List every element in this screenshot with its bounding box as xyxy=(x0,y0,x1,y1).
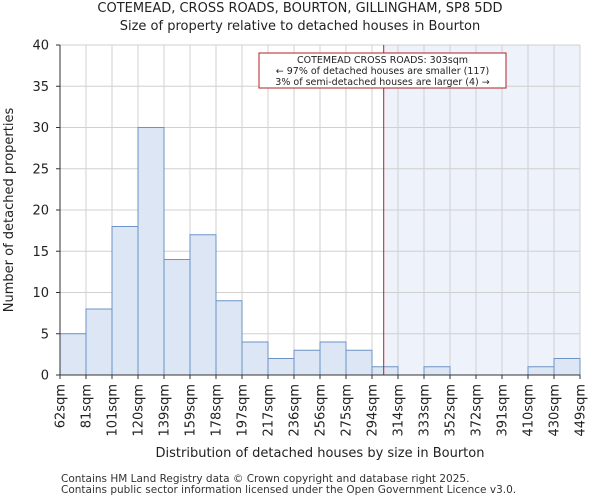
x-tick-label: 178sqm xyxy=(210,384,225,437)
chart-title: COTEMEAD, CROSS ROADS, BOURTON, GILLINGH… xyxy=(97,1,503,16)
y-tick-label: 0 xyxy=(41,369,49,384)
histogram-bar xyxy=(345,349,373,376)
y-tick-label: 30 xyxy=(32,121,49,136)
x-tick-label: 430sqm xyxy=(548,384,563,437)
x-tick-label: 449sqm xyxy=(574,384,589,437)
x-tick-label: 410sqm xyxy=(522,384,537,437)
histogram-bar xyxy=(137,127,165,376)
x-tick-label: 275sqm xyxy=(340,384,355,437)
histogram-bar xyxy=(163,259,191,376)
histogram-bar xyxy=(85,308,113,376)
histogram-bar xyxy=(527,366,555,376)
x-tick-label: 314sqm xyxy=(392,384,407,437)
annotation-line: 3% of semi-detached houses are larger (4… xyxy=(275,77,489,88)
y-tick-label: 35 xyxy=(32,80,49,95)
annotation-line: ← 97% of detached houses are smaller (11… xyxy=(276,66,489,77)
histogram-bar xyxy=(371,366,399,376)
histogram-bar xyxy=(59,333,87,376)
x-tick-label: 256sqm xyxy=(314,384,329,437)
histogram-bar xyxy=(215,300,243,376)
annotation-box xyxy=(258,52,507,89)
x-tick-label: 159sqm xyxy=(184,384,199,437)
histogram-bar xyxy=(319,341,347,376)
y-tick-label: 40 xyxy=(32,39,49,54)
y-tick-label: 25 xyxy=(32,162,49,177)
x-axis-title: Distribution of detached houses by size … xyxy=(156,446,485,461)
y-tick-label: 20 xyxy=(32,204,49,219)
footer-attribution-line-1: Contains HM Land Registry data © Crown c… xyxy=(61,473,470,485)
x-tick-label: 101sqm xyxy=(106,384,121,437)
histogram-chart: 0 5 10 15 20 25 30 35 40 62sqm 81sqm 101sqm 120sqm 13… xyxy=(2,39,589,462)
x-tick-label: 236sqm xyxy=(288,384,303,437)
histogram-bar xyxy=(293,349,321,376)
chart-subtitle: Size of property relative to detached ho… xyxy=(119,19,481,34)
y-tick-label: 15 xyxy=(32,245,49,260)
histogram-bar xyxy=(553,358,581,376)
x-tick-label: 217sqm xyxy=(262,384,277,437)
x-tick-label: 294sqm xyxy=(366,384,381,437)
x-tick-label: 391sqm xyxy=(496,384,511,437)
histogram-bar xyxy=(423,366,451,376)
y-axis-title: Number of detached properties xyxy=(2,108,17,313)
x-tick-label: 197sqm xyxy=(236,384,251,437)
x-tick-label: 62sqm xyxy=(54,384,69,428)
x-tick-label: 352sqm xyxy=(444,384,459,437)
footer-attribution-line-2: Contains public sector information licen… xyxy=(61,484,517,496)
histogram-bar xyxy=(267,358,295,376)
x-tick-label: 333sqm xyxy=(418,384,433,437)
x-tick-label: 139sqm xyxy=(158,384,173,437)
histogram-bar xyxy=(189,234,217,376)
histogram-bar xyxy=(111,226,139,376)
histogram-bar xyxy=(241,341,269,376)
x-tick-label: 372sqm xyxy=(470,384,485,437)
y-tick-label: 5 xyxy=(41,327,49,342)
annotation-line: COTEMEAD CROSS ROADS: 303sqm xyxy=(297,55,468,66)
x-tick-label: 120sqm xyxy=(132,384,147,437)
y-tick-label: 10 xyxy=(32,286,49,301)
x-tick-label: 81sqm xyxy=(80,384,95,428)
